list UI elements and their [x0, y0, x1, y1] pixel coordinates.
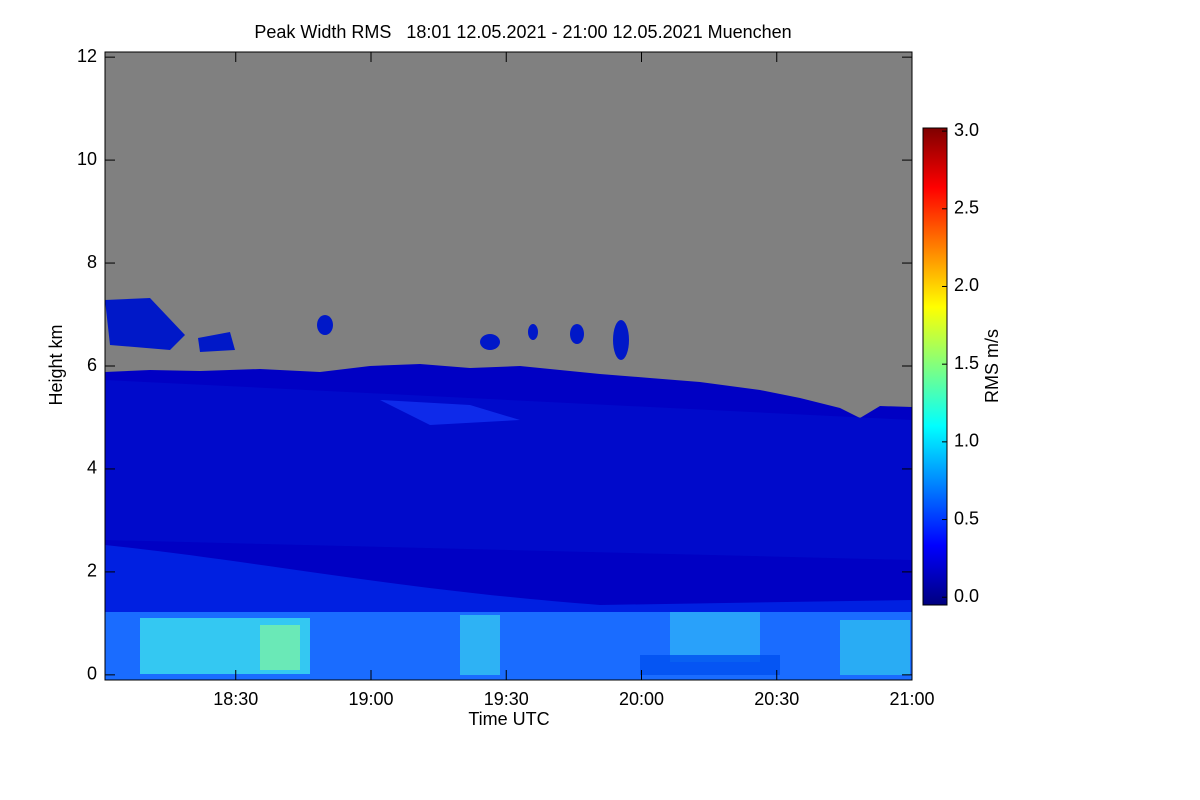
x-tick-label: 19:00 — [348, 689, 393, 709]
y-tick-label: 2 — [87, 561, 97, 581]
colorbar-tick-label: 2.5 — [954, 198, 979, 218]
colorbar-tick-label: 1.5 — [954, 353, 979, 373]
cloud — [528, 324, 538, 340]
y-tick-label: 4 — [87, 458, 97, 478]
cloud — [317, 315, 333, 335]
boundary-layer-patch — [640, 655, 780, 675]
signal-layer — [105, 380, 912, 560]
cloud — [613, 320, 629, 360]
colorbar-tick-label: 1.0 — [954, 431, 979, 451]
cloud — [570, 324, 584, 344]
signal-layer — [105, 545, 912, 622]
x-tick-label: 18:30 — [213, 689, 258, 709]
x-tick-label: 20:00 — [619, 689, 664, 709]
chart-title: Peak Width RMS 18:01 12.05.2021 - 21:00 … — [254, 22, 791, 42]
y-axis-label: Height km — [46, 324, 66, 405]
colorbar — [922, 127, 948, 606]
boundary-layer-patch — [460, 615, 500, 675]
colorbar-tick-label: 0.5 — [954, 508, 979, 528]
y-tick-label: 0 — [87, 664, 97, 684]
x-axis-label: Time UTC — [468, 709, 549, 729]
cloud — [105, 298, 185, 350]
boundary-layer-patch — [260, 625, 300, 670]
colorbar-label: RMS m/s — [982, 329, 1002, 403]
boundary-layer-patch — [670, 612, 760, 662]
boundary-layer-patch — [840, 620, 910, 675]
y-tick-label: 6 — [87, 355, 97, 375]
heatmap-field — [105, 52, 912, 680]
x-tick-label: 19:30 — [484, 689, 529, 709]
cloud — [480, 334, 500, 350]
y-tick-label: 8 — [87, 252, 97, 272]
cloud — [380, 400, 520, 425]
colorbar-tick-label: 0.0 — [954, 586, 979, 606]
colorbar-tick-label: 2.0 — [954, 275, 979, 295]
y-tick-label: 10 — [77, 149, 97, 169]
cloud — [198, 332, 235, 352]
y-tick-label: 12 — [77, 46, 97, 66]
x-tick-label: 20:30 — [754, 689, 799, 709]
colorbar-tick-label: 3.0 — [954, 120, 979, 140]
x-tick-label: 21:00 — [889, 689, 934, 709]
